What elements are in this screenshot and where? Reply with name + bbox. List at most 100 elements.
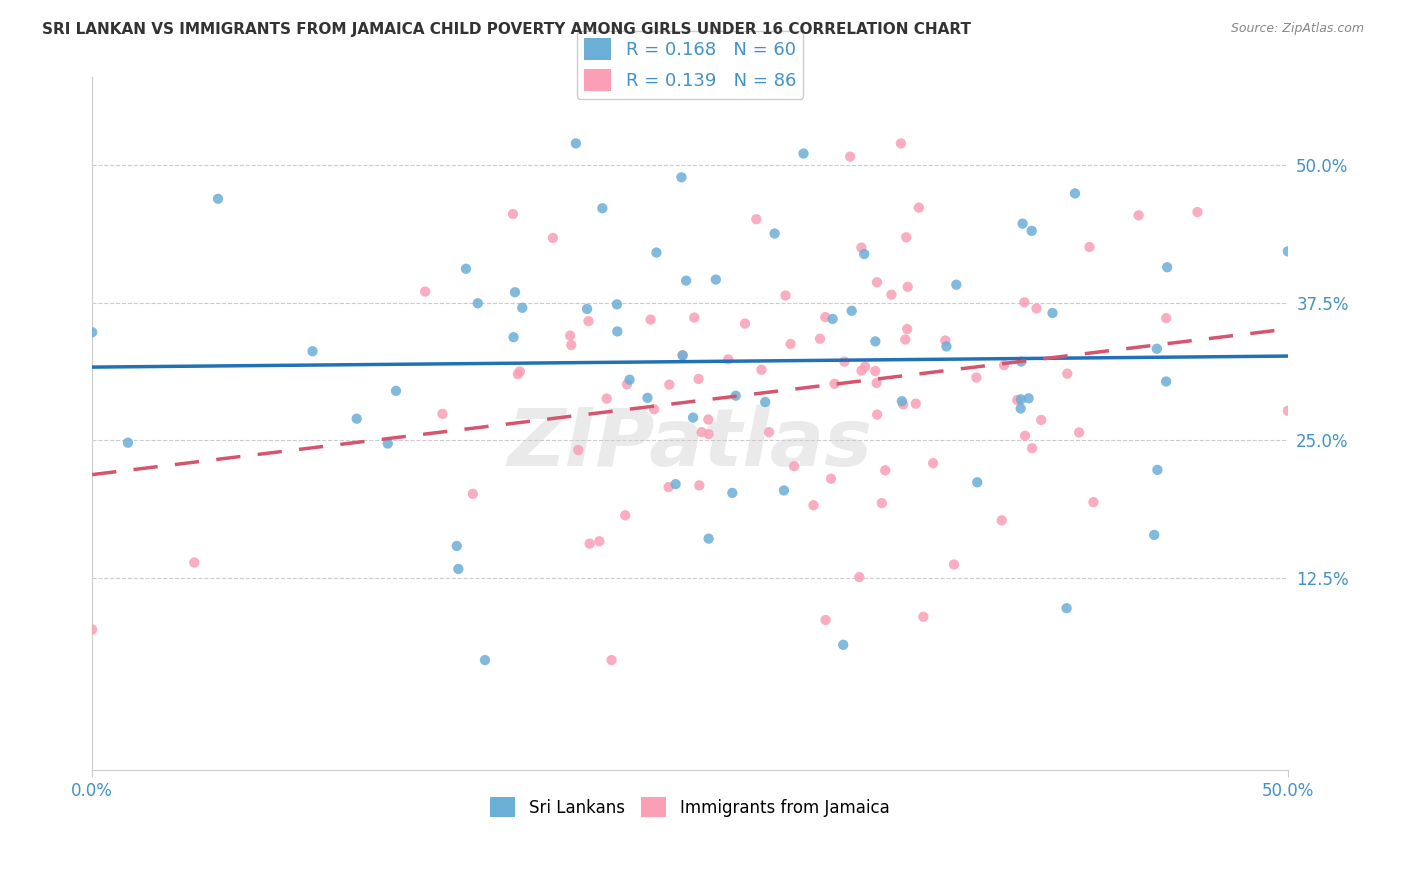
Point <box>841 303 863 318</box>
Point <box>697 412 720 426</box>
Point <box>446 539 468 553</box>
Point <box>1154 311 1177 326</box>
Point <box>454 261 477 276</box>
Point <box>1154 375 1177 389</box>
Point <box>606 325 628 339</box>
Point <box>502 207 524 221</box>
Point <box>1128 208 1150 222</box>
Point <box>942 558 965 572</box>
Point <box>866 408 889 422</box>
Point <box>82 325 104 339</box>
Point <box>541 231 564 245</box>
Point <box>814 310 837 324</box>
Point <box>672 348 695 362</box>
Point <box>734 317 756 331</box>
Point <box>682 410 704 425</box>
Point <box>1064 186 1087 201</box>
Point <box>1067 425 1090 440</box>
Point <box>834 354 856 368</box>
Text: ZIPatlas: ZIPatlas <box>508 406 873 483</box>
Point <box>1143 528 1166 542</box>
Point <box>808 332 831 346</box>
Point <box>1146 342 1168 356</box>
Point <box>576 301 599 316</box>
Point <box>1014 295 1036 310</box>
Point <box>870 496 893 510</box>
Point <box>565 136 588 151</box>
Point <box>848 570 870 584</box>
Point <box>183 556 205 570</box>
Point <box>1146 463 1168 477</box>
Point <box>966 475 988 490</box>
Point <box>619 373 641 387</box>
Point <box>560 338 582 352</box>
Point <box>690 425 713 439</box>
Point <box>697 427 720 442</box>
Point <box>783 459 806 474</box>
Point <box>1056 601 1078 615</box>
Point <box>606 297 628 311</box>
Point <box>853 359 876 374</box>
Point <box>567 443 589 458</box>
Point <box>688 372 710 386</box>
Point <box>763 227 786 241</box>
Point <box>640 312 662 326</box>
Point <box>432 407 454 421</box>
Point <box>509 364 531 378</box>
Point <box>600 653 623 667</box>
Point <box>591 201 613 215</box>
Point <box>851 363 873 377</box>
Point <box>896 322 918 336</box>
Point <box>908 201 931 215</box>
Point <box>1156 260 1178 275</box>
Point <box>904 397 927 411</box>
Point <box>814 613 837 627</box>
Point <box>1277 244 1299 259</box>
Point <box>474 653 496 667</box>
Point <box>775 288 797 302</box>
Point <box>934 334 956 348</box>
Point <box>461 487 484 501</box>
Point <box>578 536 600 550</box>
Point <box>779 337 801 351</box>
Point <box>1031 413 1053 427</box>
Point <box>1014 429 1036 443</box>
Point <box>385 384 408 398</box>
Point <box>560 328 582 343</box>
Point <box>866 376 889 390</box>
Point <box>1078 240 1101 254</box>
Legend: Sri Lankans, Immigrants from Jamaica: Sri Lankans, Immigrants from Jamaica <box>484 790 896 824</box>
Point <box>717 352 740 367</box>
Point <box>866 275 889 289</box>
Point <box>301 344 323 359</box>
Point <box>1021 224 1043 238</box>
Point <box>675 274 697 288</box>
Point <box>751 363 773 377</box>
Point <box>683 310 706 325</box>
Text: SRI LANKAN VS IMMIGRANTS FROM JAMAICA CHILD POVERTY AMONG GIRLS UNDER 16 CORRELA: SRI LANKAN VS IMMIGRANTS FROM JAMAICA CH… <box>42 22 972 37</box>
Point <box>853 247 876 261</box>
Point <box>1010 354 1032 368</box>
Point <box>578 314 600 328</box>
Point <box>839 150 862 164</box>
Point <box>614 508 637 523</box>
Point <box>658 377 681 392</box>
Point <box>346 411 368 425</box>
Point <box>945 277 967 292</box>
Point <box>851 241 873 255</box>
Point <box>1083 495 1105 509</box>
Point <box>704 272 727 286</box>
Point <box>688 478 710 492</box>
Point <box>803 498 825 512</box>
Point <box>912 609 935 624</box>
Text: Source: ZipAtlas.com: Source: ZipAtlas.com <box>1230 22 1364 36</box>
Point <box>447 562 470 576</box>
Point <box>890 136 912 151</box>
Point <box>1010 392 1032 407</box>
Point <box>82 623 104 637</box>
Point <box>413 285 436 299</box>
Point <box>1277 404 1299 418</box>
Point <box>510 301 533 315</box>
Point <box>1021 442 1043 456</box>
Point <box>863 364 886 378</box>
